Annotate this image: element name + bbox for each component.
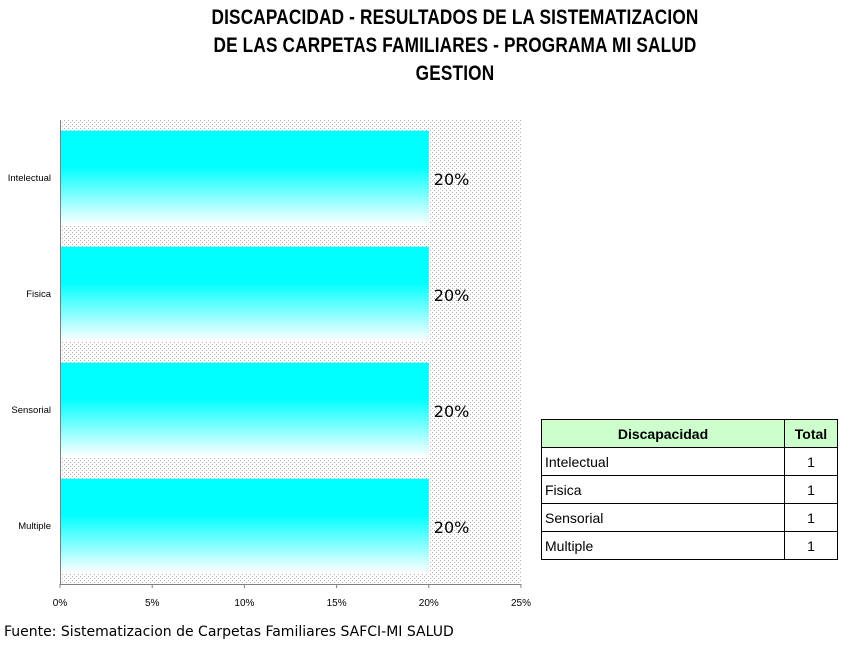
data-label-fisica: 20%: [434, 286, 470, 305]
x-tick-label: 10%: [234, 598, 254, 609]
table-cell-total: 1: [784, 531, 838, 560]
table-header-row: Discapacidad Total: [541, 419, 838, 448]
table-row: Intelectual 1: [541, 447, 838, 476]
category-label-fisica: Fisica: [26, 289, 52, 300]
table-row: Multiple 1: [541, 531, 838, 560]
title-line-1: DISCAPACIDAD - RESULTADOS DE LA SISTEMAT…: [211, 6, 699, 29]
data-label-sensorial: 20%: [434, 402, 470, 421]
table-cell-category: Fisica: [541, 475, 785, 504]
category-label-sensorial: Sensorial: [11, 405, 51, 416]
x-tick-label: 20%: [419, 598, 439, 609]
chart-title: DISCAPACIDAD - RESULTADOS DE LA SISTEMAT…: [205, 4, 705, 88]
data-label-intelectual: 20%: [434, 170, 470, 189]
data-label-multiple: 20%: [434, 518, 470, 537]
category-label-multiple: Multiple: [18, 521, 51, 532]
bar-intelectual: [60, 130, 429, 226]
source-note: Fuente: Sistematizacion de Carpetas Fami…: [4, 624, 454, 640]
x-tick-label: 15%: [327, 598, 347, 609]
x-tick-label: 0%: [53, 598, 68, 609]
table-header-discapacidad: Discapacidad: [541, 419, 785, 448]
summary-table: Discapacidad Total Intelectual 1 Fisica …: [541, 419, 838, 560]
table-row: Fisica 1: [541, 475, 838, 504]
category-label-intelectual: Intelectual: [8, 173, 51, 184]
bar-sensorial: [60, 362, 429, 458]
table-cell-category: Intelectual: [541, 447, 785, 476]
table-cell-total: 1: [784, 447, 838, 476]
table-row: Sensorial 1: [541, 503, 838, 532]
table-cell-total: 1: [784, 475, 838, 504]
x-tick-label: 5%: [145, 598, 160, 609]
bar-fisica: [60, 246, 429, 342]
title-line-2: DE LAS CARPETAS FAMILIARES - PROGRAMA MI…: [213, 34, 697, 57]
table-cell-category: Sensorial: [541, 503, 785, 532]
x-tick-label: 25%: [511, 598, 531, 609]
title-line-3: GESTION: [415, 62, 495, 85]
table-cell-total: 1: [784, 503, 838, 532]
table-cell-category: Multiple: [541, 531, 785, 560]
table-header-total: Total: [784, 419, 838, 448]
bar-multiple: [60, 478, 429, 574]
